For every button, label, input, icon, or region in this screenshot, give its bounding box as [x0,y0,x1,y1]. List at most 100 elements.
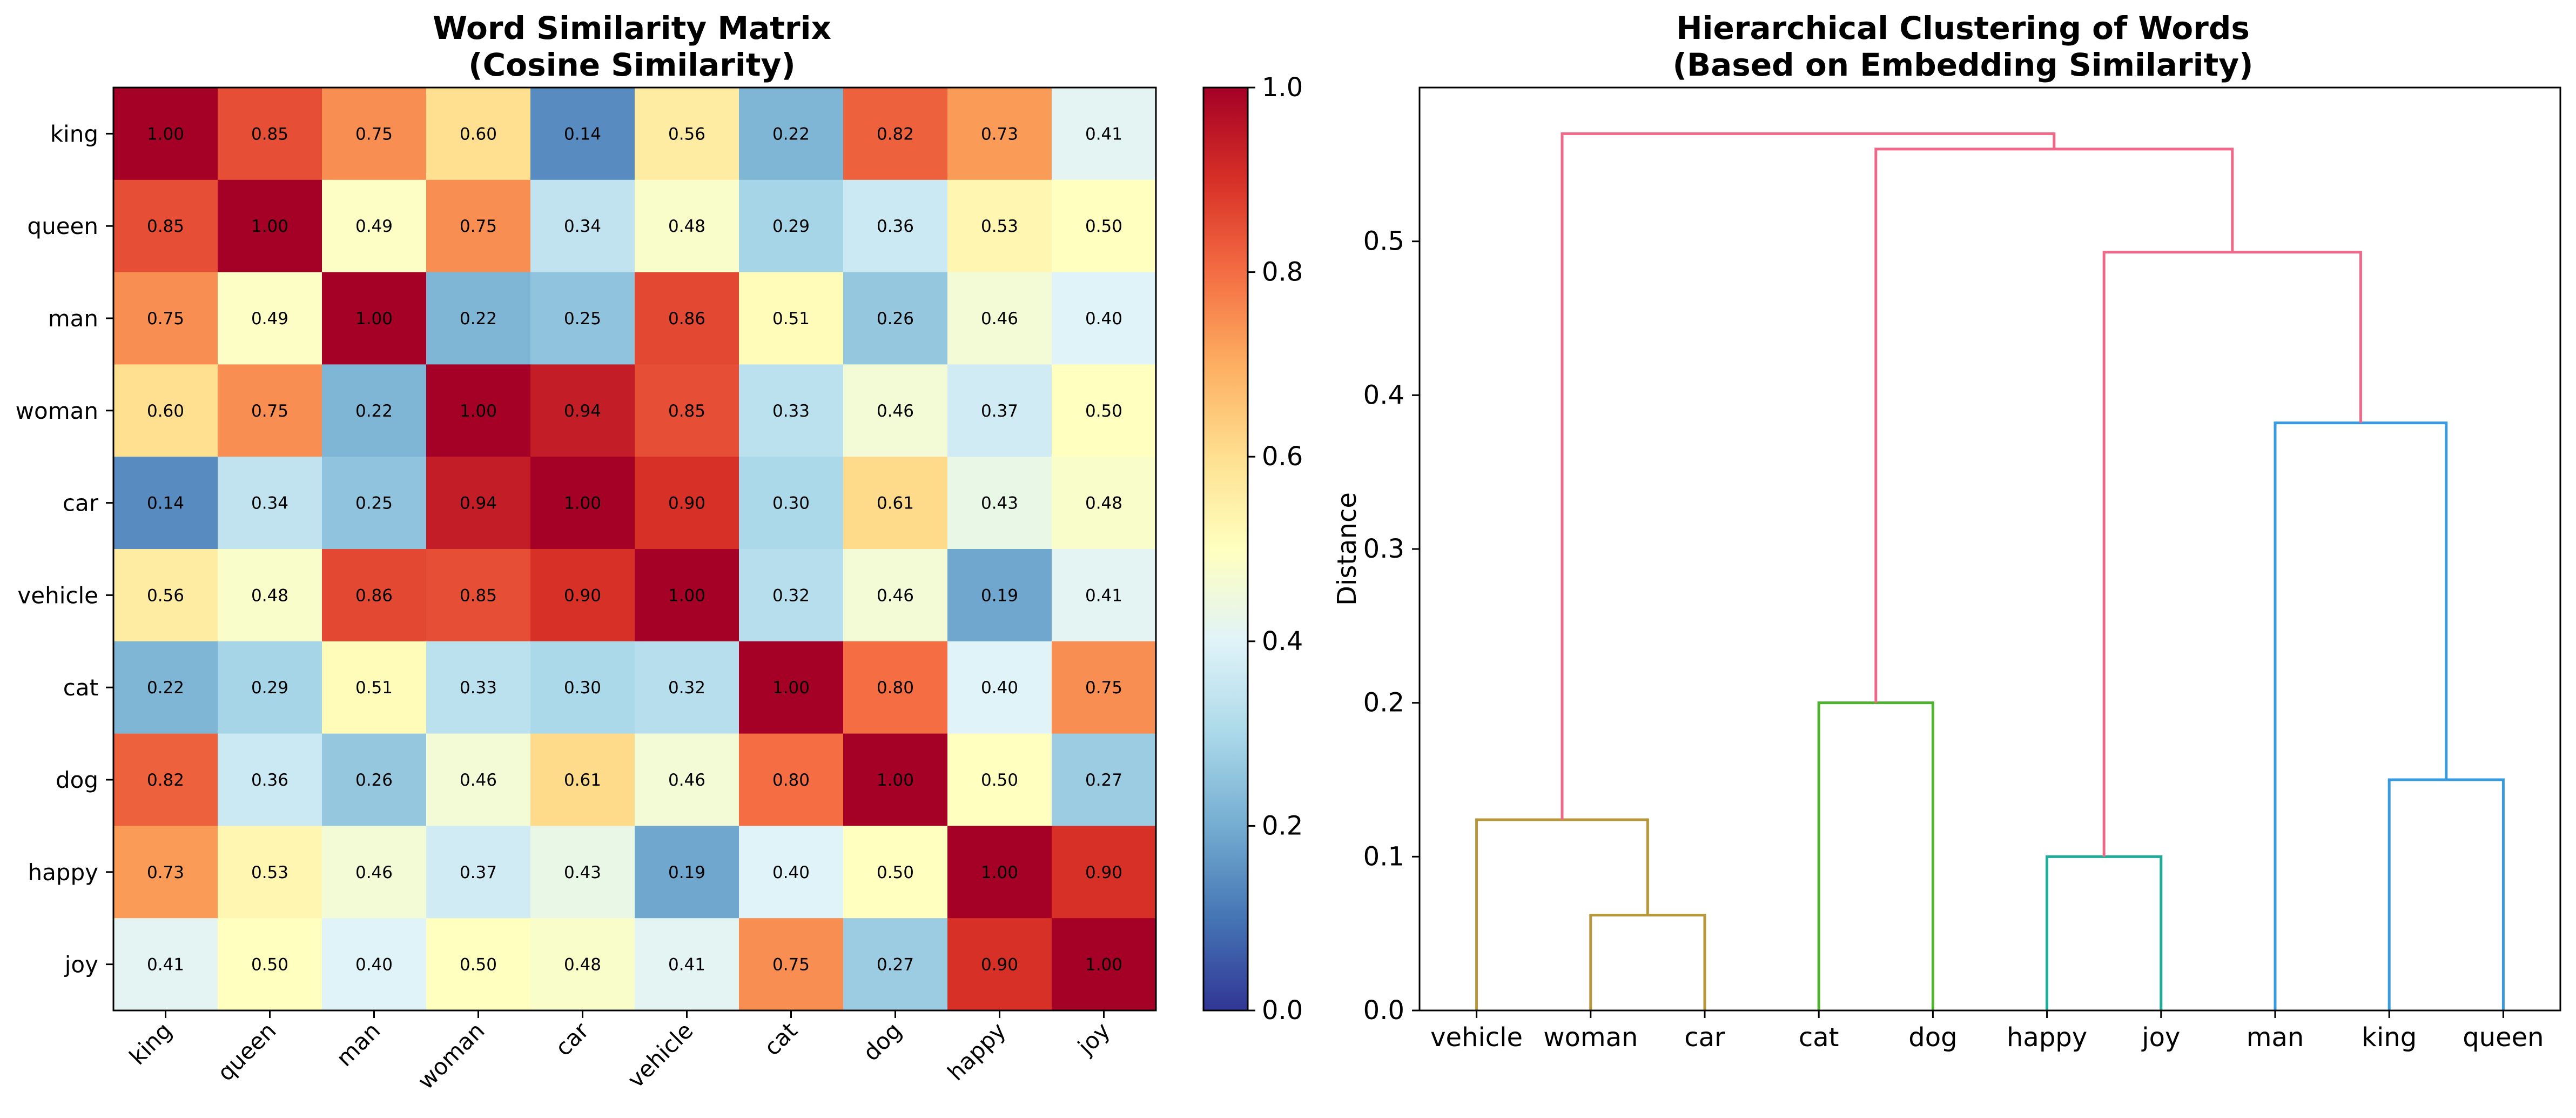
heatmap-cell [1052,733,1156,826]
heatmap-y-tick-label: joy [64,952,98,978]
heatmap-cell-label: 0.32 [668,678,705,698]
heatmap-cell [635,272,739,365]
heatmap-cell-label: 1.00 [460,401,497,421]
heatmap-cell [530,549,635,642]
heatmap-cell-label: 0.90 [1085,863,1122,882]
heatmap-cell [113,826,218,919]
heatmap-cell [530,272,635,365]
heatmap-cell [843,641,948,734]
dendrogram-y-tick-label: 0.3 [1363,534,1404,564]
heatmap-x-tick-label: happy [943,1017,1011,1086]
heatmap-cell [947,179,1052,273]
heatmap-cell [218,826,322,919]
heatmap-cell [218,179,322,273]
heatmap-cell [218,457,322,550]
heatmap-cell-label: 0.75 [147,309,184,329]
dendrogram-leaf-labels: vehicle woman car cat dog happy joy man king quee… [1430,1010,2544,1053]
heatmap-cell-label: 0.61 [564,771,601,790]
heatmap-cell [739,826,844,919]
heatmap-cell-label: 0.48 [668,217,705,236]
heatmap-cell-label: 1.00 [355,309,393,329]
heatmap-cell [218,918,322,1011]
heatmap-cell-label: 0.22 [355,401,393,421]
heatmap-cell [530,88,635,180]
heatmap-y-tick-label: vehicle [17,582,98,608]
heatmap-cell-label: 0.90 [981,955,1018,975]
heatmap-x-tick-label: cat [759,1017,803,1061]
heatmap-cell-label: 0.80 [877,678,914,698]
heatmap-y-tick-label: king [50,120,98,147]
heatmap-cell [530,179,635,273]
dendrogram-leaf-label: car [1684,1022,1725,1053]
dendrogram-leaf-label: vehicle [1430,1022,1523,1053]
dendrogram-leaf-label: happy [2007,1022,2087,1053]
heatmap-cell-labels: 1.00 0.85 0.75 0.60 0.14 0.56 0.22 0.82 0.73 0.41… [147,124,1122,974]
dendrogram-leaf-label: king [2362,1022,2417,1053]
heatmap-cell [739,457,844,550]
heatmap-cell [947,549,1052,642]
heatmap-cell [843,733,948,826]
heatmap-cell-label: 1.00 [564,494,601,513]
heatmap-cell-label: 0.19 [668,863,705,882]
heatmap-cell-label: 0.41 [668,955,705,975]
heatmap-cell [530,826,635,919]
heatmap-cell-label: 0.53 [251,863,288,882]
dendrogram-y-axis-label: Distance [1332,492,1362,606]
heatmap-cell [426,272,531,365]
heatmap-cell-label: 0.51 [772,309,810,329]
heatmap-x-tick-label: vehicle [622,1017,698,1093]
heatmap-cell [1052,457,1156,550]
heatmap-cell [843,179,948,273]
heatmap-cell [843,364,948,457]
heatmap-cell-label: 0.86 [355,586,393,605]
heatmap-cell [739,733,844,826]
heatmap-cell-label: 0.36 [877,217,914,236]
dendrogram-links [1475,132,2505,1010]
dendrogram-y-tick-label: 0.4 [1363,380,1404,410]
heatmap-cell [218,364,322,457]
heatmap-frame [112,86,1157,1012]
heatmap-cell [322,457,427,550]
heatmap-cell-label: 0.19 [981,586,1018,605]
heatmap-x-ticks: king queen man woman car vehicle cat dog happy jo… [124,1010,1115,1094]
heatmap-cell [739,88,844,180]
heatmap-cell [113,272,218,365]
heatmap-cell-label: 0.36 [251,771,288,790]
heatmap-cell-label: 0.43 [564,863,601,882]
heatmap-cell [530,641,635,734]
dendrogram-y-tick-label: 0.2 [1363,688,1404,718]
heatmap-cell [843,826,948,919]
heatmap-cell [426,826,531,919]
heatmap-cell [530,918,635,1011]
heatmap-cell-label: 0.46 [877,401,914,421]
heatmap-cell-label: 0.48 [1085,494,1122,513]
heatmap-cell-label: 0.94 [564,401,601,421]
heatmap-cell-label: 0.80 [772,771,810,790]
heatmap-cell-label: 0.22 [772,124,810,144]
heatmap-cell [947,88,1052,180]
heatmap-y-tick-label: car [63,490,99,517]
heatmap-cell [426,733,531,826]
heatmap-cell [426,88,531,180]
colorbar-tick-label: 0.4 [1262,626,1303,657]
heatmap-y-tick-label: woman [16,398,98,424]
heatmap-cell-label: 0.40 [1085,309,1122,329]
heatmap-cell [113,179,218,273]
heatmap-title-line-2: (Cosine Similarity) [468,46,796,83]
heatmap-x-tick-label: dog [858,1017,907,1066]
heatmap-cell [843,549,948,642]
heatmap-cell-label: 0.50 [1085,401,1122,421]
heatmap-cell [635,549,739,642]
heatmap-cell [530,364,635,457]
heatmap-cell [947,918,1052,1011]
heatmap-cell [739,272,844,365]
heatmap-cell-label: 0.30 [772,494,810,513]
heatmap-cell-label: 0.85 [147,217,184,236]
dendrogram-leaf-label: woman [1543,1022,1638,1053]
heatmap-cell-label: 0.48 [564,955,601,975]
heatmap-cell [1052,918,1156,1011]
heatmap-cell [113,88,218,180]
heatmap-cell-label: 0.75 [460,217,497,236]
heatmap-title-line-1: Word Similarity Matrix [433,10,831,46]
heatmap-cell [739,918,844,1011]
